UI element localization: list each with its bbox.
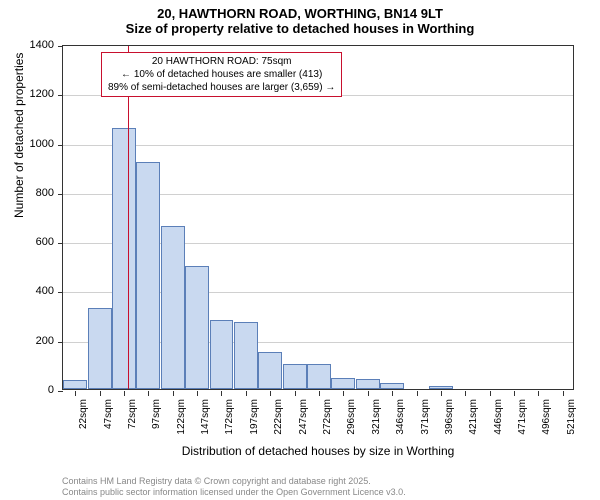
reference-line (128, 46, 129, 389)
x-tick-label: 446sqm (493, 399, 504, 449)
x-tick-label: 396sqm (444, 399, 455, 449)
chart-title-sub: Size of property relative to detached ho… (0, 21, 600, 38)
x-tick-mark (75, 391, 76, 396)
histogram-bar (356, 379, 380, 389)
x-tick-label: 471sqm (517, 399, 528, 449)
annotation-line3: 89% of semi-detached houses are larger (… (108, 81, 335, 94)
y-tick-label: 600 (24, 236, 54, 248)
histogram-bar (185, 266, 209, 389)
x-tick-label: 222sqm (273, 399, 284, 449)
gridline (63, 145, 573, 146)
histogram-bar (136, 162, 160, 389)
annotation-box: 20 HAWTHORN ROAD: 75sqm← 10% of detached… (101, 52, 342, 97)
y-tick-mark (58, 46, 63, 47)
histogram-bar (63, 380, 87, 389)
annotation-line1: 20 HAWTHORN ROAD: 75sqm (108, 55, 335, 68)
histogram-bar (210, 320, 234, 389)
y-tick-label: 0 (24, 384, 54, 396)
x-tick-label: 521sqm (566, 399, 577, 449)
histogram-bar (307, 364, 331, 389)
x-tick-mark (319, 391, 320, 396)
plot-area: 22sqm47sqm72sqm97sqm122sqm147sqm172sqm19… (62, 45, 574, 390)
x-tick-label: 371sqm (420, 399, 431, 449)
y-tick-label: 1200 (24, 88, 54, 100)
x-tick-mark (246, 391, 247, 396)
footer-line2: Contains public sector information licen… (62, 487, 406, 498)
histogram-bar (331, 378, 355, 389)
histogram-bar (88, 308, 112, 389)
x-tick-mark (368, 391, 369, 396)
x-tick-mark (124, 391, 125, 396)
y-tick-mark (58, 194, 63, 195)
x-axis-label: Distribution of detached houses by size … (182, 444, 455, 458)
x-tick-mark (563, 391, 564, 396)
y-tick-label: 800 (24, 187, 54, 199)
x-tick-label: 496sqm (541, 399, 552, 449)
x-tick-label: 421sqm (468, 399, 479, 449)
y-tick-label: 1400 (24, 39, 54, 51)
annotation-line2: ← 10% of detached houses are smaller (41… (108, 68, 335, 81)
x-tick-mark (221, 391, 222, 396)
y-tick-mark (58, 342, 63, 343)
y-tick-mark (58, 243, 63, 244)
x-tick-mark (514, 391, 515, 396)
x-tick-label: 97sqm (151, 399, 162, 449)
x-tick-mark (148, 391, 149, 396)
x-tick-label: 272sqm (322, 399, 333, 449)
x-tick-label: 22sqm (78, 399, 89, 449)
x-tick-mark (490, 391, 491, 396)
histogram-bar (429, 386, 453, 389)
histogram-bar (161, 226, 185, 389)
x-tick-mark (270, 391, 271, 396)
x-tick-mark (343, 391, 344, 396)
x-tick-label: 346sqm (395, 399, 406, 449)
y-tick-label: 200 (24, 335, 54, 347)
x-tick-mark (465, 391, 466, 396)
histogram-bar (380, 383, 404, 389)
x-tick-label: 147sqm (200, 399, 211, 449)
histogram-bar (112, 128, 136, 389)
x-tick-label: 197sqm (249, 399, 260, 449)
x-tick-label: 122sqm (176, 399, 187, 449)
x-tick-label: 72sqm (127, 399, 138, 449)
histogram-bar (258, 352, 282, 389)
x-tick-label: 296sqm (346, 399, 357, 449)
x-tick-mark (197, 391, 198, 396)
x-tick-mark (173, 391, 174, 396)
y-tick-mark (58, 145, 63, 146)
footer-attribution: Contains HM Land Registry data © Crown c… (62, 476, 406, 498)
x-tick-mark (441, 391, 442, 396)
y-tick-label: 400 (24, 285, 54, 297)
x-tick-label: 247sqm (298, 399, 309, 449)
x-tick-label: 321sqm (371, 399, 382, 449)
x-tick-mark (100, 391, 101, 396)
x-tick-label: 172sqm (224, 399, 235, 449)
y-tick-mark (58, 391, 63, 392)
histogram-bar (234, 322, 258, 389)
x-tick-mark (295, 391, 296, 396)
x-tick-label: 47sqm (103, 399, 114, 449)
y-tick-mark (58, 95, 63, 96)
x-tick-mark (417, 391, 418, 396)
chart-title-main: 20, HAWTHORN ROAD, WORTHING, BN14 9LT (0, 0, 600, 21)
x-tick-mark (392, 391, 393, 396)
x-tick-mark (538, 391, 539, 396)
y-tick-mark (58, 292, 63, 293)
footer-line1: Contains HM Land Registry data © Crown c… (62, 476, 406, 487)
y-tick-label: 1000 (24, 138, 54, 150)
histogram-bar (283, 364, 307, 389)
chart-container: 22sqm47sqm72sqm97sqm122sqm147sqm172sqm19… (62, 45, 574, 415)
